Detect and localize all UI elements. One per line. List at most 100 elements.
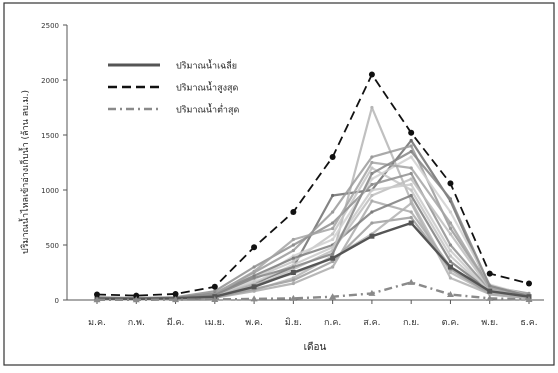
- series-line: [97, 281, 530, 301]
- background-series-point: [409, 171, 413, 176]
- y-tick-label: 0: [55, 297, 59, 305]
- series-point-min: [132, 296, 140, 303]
- series-point-min: [250, 295, 258, 302]
- background-series-point: [331, 210, 335, 214]
- background-series-point: [331, 232, 335, 236]
- background-series-point: [409, 188, 413, 192]
- series-point-mean: [290, 270, 296, 275]
- series-point-max: [447, 180, 454, 187]
- background-series-point: [409, 215, 413, 220]
- background-series-point: [409, 138, 413, 143]
- background-series-point: [409, 210, 413, 214]
- background-series-point: [409, 166, 413, 170]
- background-series-point: [370, 155, 374, 159]
- background-series-point: [448, 243, 453, 247]
- background-series-point: [370, 177, 374, 181]
- background-series-point: [409, 199, 413, 203]
- background-series-point: [291, 259, 295, 264]
- background-series-point: [291, 256, 295, 260]
- series-point-mean: [408, 220, 414, 226]
- series-point-min: [368, 289, 376, 296]
- background-series-point: [409, 149, 413, 154]
- x-axis: ม.ค. ก.พ. มี.ค. เม.ย. พ.ค. มิ.ย. ก.ค. ส.ค. ก.ย. ต…: [67, 299, 544, 328]
- series-point-max: [408, 129, 415, 136]
- series-point-min: [407, 278, 415, 285]
- background-series-point: [448, 248, 453, 253]
- x-tick-label: ก.ย.: [403, 318, 419, 328]
- background-series-point: [370, 193, 374, 198]
- series-point-min: [289, 294, 297, 301]
- series-line: [96, 72, 530, 297]
- legend-label: ปริมาณน้ำเฉลี่ย: [176, 59, 237, 72]
- x-tick-label: เม.ย.: [205, 318, 225, 328]
- background-series-point: [291, 278, 295, 282]
- series-point-max: [133, 292, 140, 299]
- background-series-point: [370, 210, 374, 214]
- series-point-max: [251, 244, 258, 251]
- chart-border: [3, 2, 555, 366]
- legend: ปริมาณน้ำเฉลี่ยปริมาณน้ำสูงสุดปริมาณน้ำต…: [108, 59, 239, 116]
- series-point-max: [329, 154, 336, 160]
- background-series-point: [370, 105, 374, 110]
- background-series-point: [252, 289, 256, 293]
- background-series-point: [370, 166, 374, 170]
- background-series-point: [370, 182, 374, 187]
- y-tick-label: 1500: [41, 132, 59, 140]
- y-tick-label: 1000: [41, 187, 59, 195]
- series-point-max: [211, 283, 218, 290]
- x-tick-label: ต.ค.: [442, 318, 460, 328]
- background-series-point: [409, 182, 413, 187]
- background-series-point: [291, 248, 295, 253]
- series-point-min: [172, 296, 180, 303]
- background-series-point: [448, 276, 453, 280]
- background-series-point: [370, 221, 374, 225]
- background-series-point: [448, 270, 453, 275]
- series-point-min: [329, 293, 337, 300]
- legend-label: ปริมาณน้ำสูงสุด: [176, 81, 238, 94]
- series-point-max: [368, 71, 375, 78]
- background-series-point: [291, 265, 295, 269]
- background-series-point: [331, 193, 335, 198]
- y-tick-label: 2000: [41, 77, 59, 85]
- series-point-mean: [251, 284, 257, 290]
- background-series-point: [331, 245, 335, 249]
- series-point-max: [94, 291, 100, 298]
- background-series-point: [448, 232, 453, 236]
- x-tick-label: ก.พ.: [128, 318, 145, 328]
- background-series-point: [409, 144, 413, 148]
- background-series-point: [331, 221, 335, 225]
- series-point-mean: [369, 233, 375, 239]
- x-tick-label: มี.ค.: [167, 317, 185, 328]
- background-series-point: [291, 243, 295, 247]
- background-series-point: [252, 269, 256, 273]
- background-series-point: [488, 284, 492, 288]
- series-point-mean: [330, 255, 336, 261]
- background-series-point: [448, 254, 453, 258]
- main-series-group: [93, 71, 533, 303]
- background-series-point: [291, 281, 295, 286]
- background-series-point: [448, 221, 453, 225]
- background-series-point: [252, 276, 256, 280]
- background-series-point: [331, 265, 335, 269]
- y-tick-label: 2500: [41, 22, 59, 30]
- x-tick-label: มิ.ย.: [285, 317, 302, 328]
- y-tick-label: 500: [46, 242, 59, 250]
- y-axis: 0 500 1000 1500 2000 2500: [41, 22, 68, 305]
- x-tick-label: ก.ค.: [324, 318, 341, 328]
- series-point-max: [526, 280, 532, 287]
- x-tick-label: ธ.ค.: [520, 318, 537, 328]
- background-series-point: [252, 274, 256, 278]
- legend-label: ปริมาณน้ำต่ำสุด: [176, 103, 239, 116]
- x-tick-label: ม.ค.: [88, 318, 106, 328]
- background-series-point: [331, 226, 335, 231]
- background-series-point: [331, 237, 335, 242]
- background-series-point: [448, 197, 453, 201]
- background-series-point: [448, 259, 453, 264]
- series-point-max: [486, 270, 493, 277]
- series-point-max: [172, 290, 179, 297]
- background-series-point: [448, 210, 453, 214]
- series-point-mean: [447, 264, 453, 270]
- background-series-point: [370, 188, 374, 192]
